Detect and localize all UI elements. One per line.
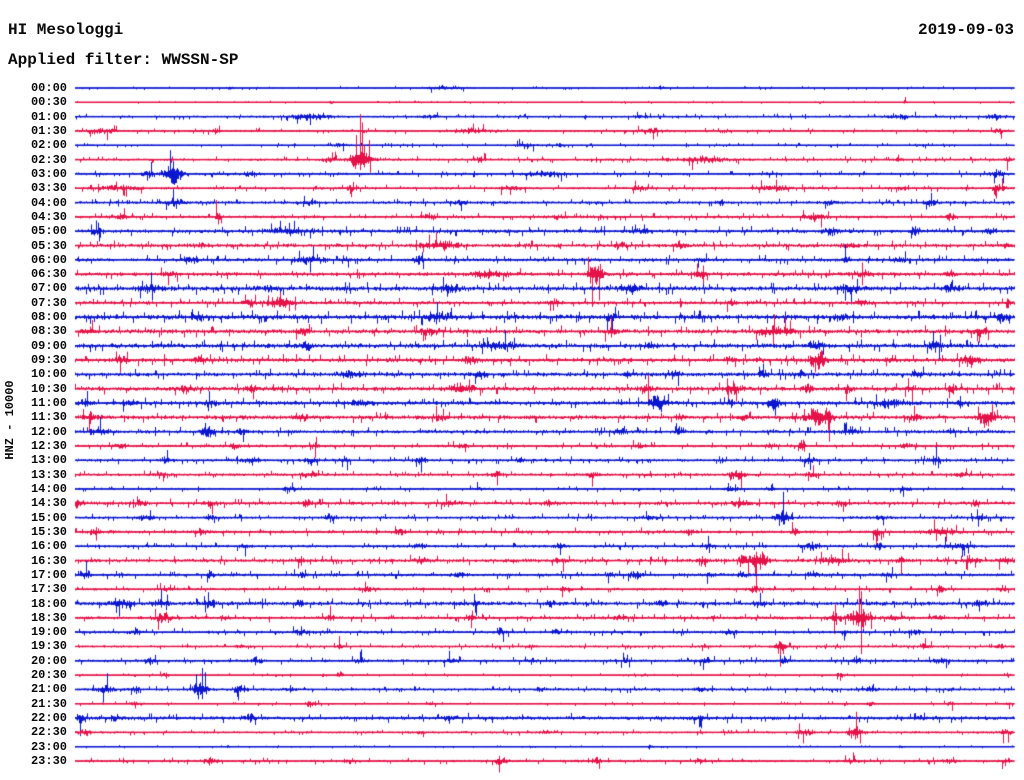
time-label: 09:00	[30, 338, 67, 353]
record-date: 2019-09-03	[917, 21, 1014, 39]
time-label: 02:00	[30, 138, 67, 153]
time-label: 23:00	[30, 739, 67, 754]
applied-filter-label: Applied filter: WWSSN-SP	[8, 51, 239, 69]
time-label: 22:00	[30, 711, 67, 726]
time-label: 06:30	[30, 267, 67, 282]
time-label: 16:30	[30, 553, 67, 568]
time-label: 15:30	[30, 524, 67, 539]
time-label: 12:00	[30, 424, 67, 439]
time-label: 04:00	[30, 195, 67, 210]
time-label: 05:30	[30, 238, 67, 253]
time-label: 09:30	[30, 353, 67, 368]
time-label: 19:30	[30, 639, 67, 654]
time-label: 19:00	[30, 625, 67, 640]
time-label: 10:00	[30, 367, 67, 382]
time-label: 17:30	[30, 582, 67, 597]
time-label: 23:30	[30, 754, 67, 769]
time-label: 18:00	[30, 596, 67, 611]
time-label: 20:00	[30, 653, 67, 668]
time-label: 04:30	[30, 209, 67, 224]
time-label: 07:00	[30, 281, 67, 296]
time-label: 21:00	[30, 682, 67, 697]
time-label: 00:00	[30, 81, 67, 95]
time-label: 03:00	[30, 166, 67, 181]
time-label: 02:30	[30, 152, 67, 167]
time-label: 13:00	[30, 453, 67, 468]
time-label: 01:00	[30, 109, 67, 124]
time-label: 01:30	[30, 123, 67, 138]
time-label: 03:30	[30, 181, 67, 196]
time-label: 20:30	[30, 668, 67, 683]
time-label: 16:00	[30, 539, 67, 554]
time-label: 17:00	[30, 567, 67, 582]
time-label: 11:30	[30, 410, 67, 425]
time-label: 08:00	[30, 310, 67, 325]
time-label: 06:00	[30, 252, 67, 267]
time-label: 18:30	[30, 610, 67, 625]
time-label: 08:30	[30, 324, 67, 339]
time-label: 10:30	[30, 381, 67, 396]
time-label: 05:00	[30, 224, 67, 239]
time-label: 07:30	[30, 295, 67, 310]
time-label: 14:00	[30, 481, 67, 496]
time-label: 14:30	[30, 496, 67, 511]
time-label: 13:30	[30, 467, 67, 482]
time-label: 00:30	[30, 95, 67, 110]
time-label: 22:30	[30, 725, 67, 740]
time-label: 21:30	[30, 696, 67, 711]
station-title: HI Mesologgi	[8, 21, 124, 39]
time-label: 15:00	[30, 510, 67, 525]
time-label: 11:00	[30, 396, 67, 411]
time-label: 12:30	[30, 439, 67, 453]
